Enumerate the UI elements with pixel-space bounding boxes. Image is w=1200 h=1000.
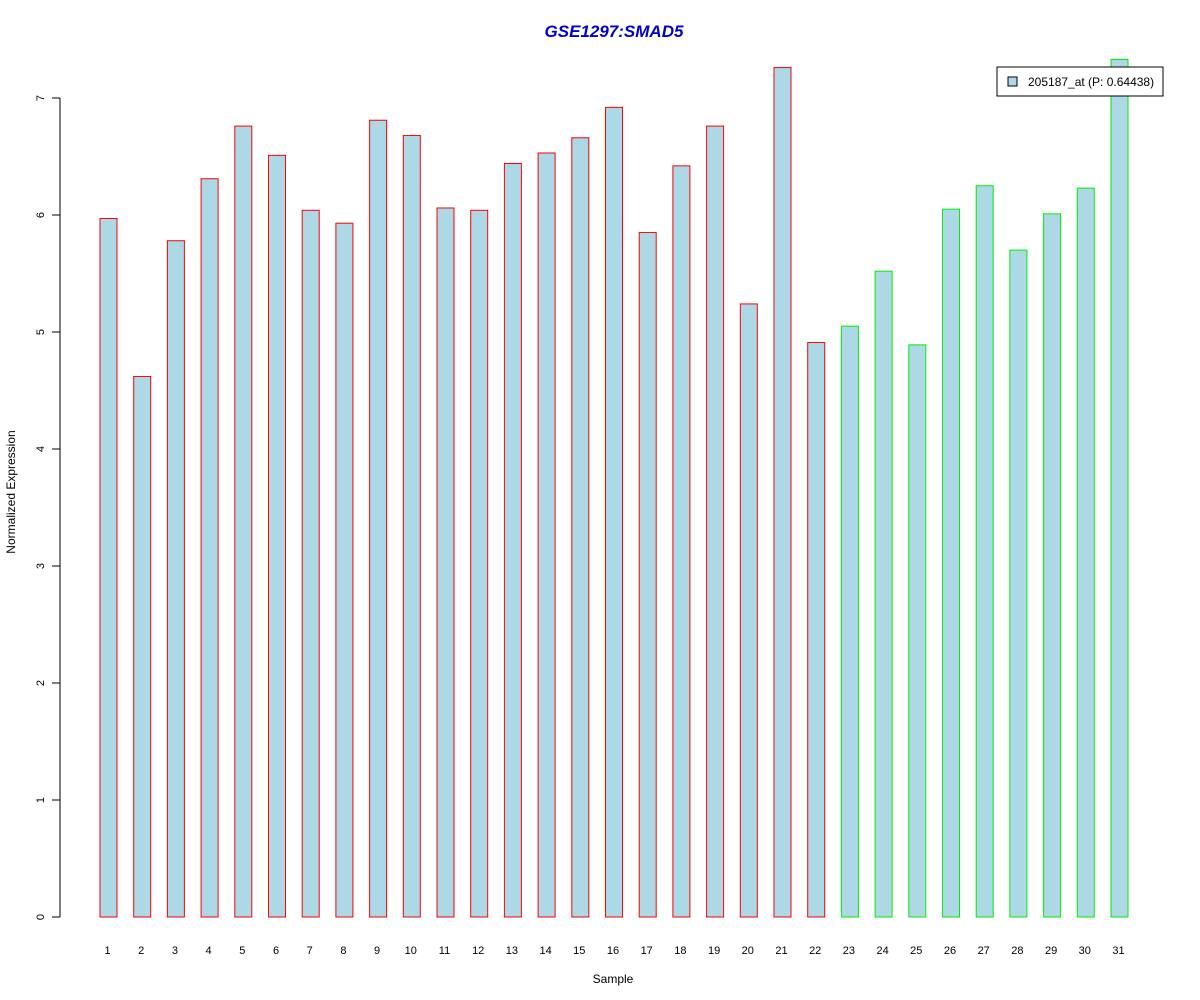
bar-sample-16 bbox=[605, 106, 623, 918]
x-tick-label: 4 bbox=[206, 945, 212, 957]
x-tick-label: 21 bbox=[775, 945, 787, 957]
bar-sample-28 bbox=[1009, 249, 1028, 918]
x-tick-label: 26 bbox=[944, 945, 956, 957]
x-tick-label: 5 bbox=[239, 945, 245, 957]
bar-sample-31 bbox=[1110, 58, 1129, 918]
y-tick-label: 4 bbox=[35, 446, 47, 452]
x-tick-label: 16 bbox=[607, 945, 619, 957]
x-tick-label: 24 bbox=[876, 945, 888, 957]
y-tick-label: 0 bbox=[35, 914, 47, 920]
bar-sample-3 bbox=[166, 240, 185, 918]
y-tick-label: 1 bbox=[35, 797, 47, 803]
bar-sample-23 bbox=[840, 325, 859, 918]
x-tick-label: 7 bbox=[307, 945, 313, 957]
bar-sample-17 bbox=[638, 232, 657, 918]
legend: 205187_at (P: 0.64438) bbox=[996, 66, 1164, 97]
chart-title: GSE1297:SMAD5 bbox=[545, 22, 684, 41]
x-tick-label: 15 bbox=[573, 945, 585, 957]
bar-sample-14 bbox=[537, 152, 556, 918]
x-tick-label: 30 bbox=[1079, 945, 1091, 957]
legend-swatch bbox=[1007, 76, 1018, 87]
x-tick-label: 3 bbox=[172, 945, 178, 957]
legend-label: 205187_at (P: 0.64438) bbox=[1028, 75, 1154, 89]
x-tick-label: 1 bbox=[104, 945, 110, 957]
bar-sample-27 bbox=[975, 185, 994, 918]
x-tick-label: 12 bbox=[472, 945, 484, 957]
bar-sample-13 bbox=[503, 163, 522, 918]
bar-sample-2 bbox=[133, 375, 152, 918]
x-tick-label: 31 bbox=[1112, 945, 1124, 957]
y-tick-label: 2 bbox=[35, 680, 47, 686]
bar-sample-1 bbox=[99, 218, 118, 918]
legend-box bbox=[996, 66, 1164, 97]
bar-sample-20 bbox=[739, 303, 758, 918]
bar-sample-18 bbox=[672, 165, 691, 918]
x-tick-label: 27 bbox=[978, 945, 990, 957]
bar-sample-10 bbox=[402, 134, 421, 918]
bar-sample-15 bbox=[571, 137, 590, 918]
bar-sample-6 bbox=[268, 154, 286, 918]
x-tick-label: 28 bbox=[1011, 945, 1023, 957]
bar-sample-4 bbox=[200, 178, 219, 918]
x-tick-label: 19 bbox=[708, 945, 720, 957]
x-tick-label: 11 bbox=[439, 945, 450, 957]
x-tick-label: 14 bbox=[539, 945, 551, 957]
bar-sample-12 bbox=[470, 209, 489, 918]
bar-sample-7 bbox=[301, 209, 320, 918]
x-tick-label: 10 bbox=[405, 945, 417, 957]
x-tick-label: 2 bbox=[138, 945, 144, 957]
bar-sample-8 bbox=[335, 222, 354, 918]
y-tick-label: 3 bbox=[35, 563, 47, 569]
x-axis-title: Sample bbox=[593, 972, 634, 986]
bar-sample-21 bbox=[773, 67, 792, 918]
bar-sample-29 bbox=[1043, 213, 1062, 918]
bar-sample-11 bbox=[436, 207, 455, 918]
x-tick-label: 9 bbox=[374, 945, 380, 957]
x-axis-tick-labels: 1 2 3 4 5 6 7 8 9 10 11 12 13 14 15 16 17 18 19 20 21 22 23 24 2… bbox=[104, 945, 1124, 957]
x-tick-label: 25 bbox=[910, 945, 922, 957]
bar-sample-24 bbox=[874, 270, 893, 918]
bar-sample-22 bbox=[807, 342, 826, 918]
x-tick-label: 17 bbox=[641, 945, 653, 957]
y-tick-label: 7 bbox=[35, 95, 47, 101]
y-axis-title: Normalized Expression bbox=[4, 430, 18, 553]
bar-sample-5 bbox=[234, 125, 253, 918]
x-tick-label: 22 bbox=[809, 945, 821, 957]
bar-sample-19 bbox=[706, 125, 725, 918]
bar-sample-30 bbox=[1076, 187, 1095, 918]
bar-sample-26 bbox=[942, 208, 960, 918]
x-tick-label: 20 bbox=[742, 945, 754, 957]
x-tick-label: 18 bbox=[674, 945, 686, 957]
y-axis: 0 1 2 3 4 5 6 7 bbox=[35, 95, 61, 920]
x-tick-label: 23 bbox=[843, 945, 855, 957]
y-tick-label: 5 bbox=[35, 329, 47, 335]
x-tick-label: 13 bbox=[506, 945, 518, 957]
bars-group bbox=[99, 58, 1129, 918]
y-tick-label: 6 bbox=[35, 212, 47, 218]
x-tick-label: 8 bbox=[340, 945, 346, 957]
bar-sample-25 bbox=[908, 344, 927, 918]
x-tick-label: 29 bbox=[1045, 945, 1057, 957]
bar-sample-9 bbox=[369, 119, 388, 918]
x-tick-label: 6 bbox=[273, 945, 279, 957]
